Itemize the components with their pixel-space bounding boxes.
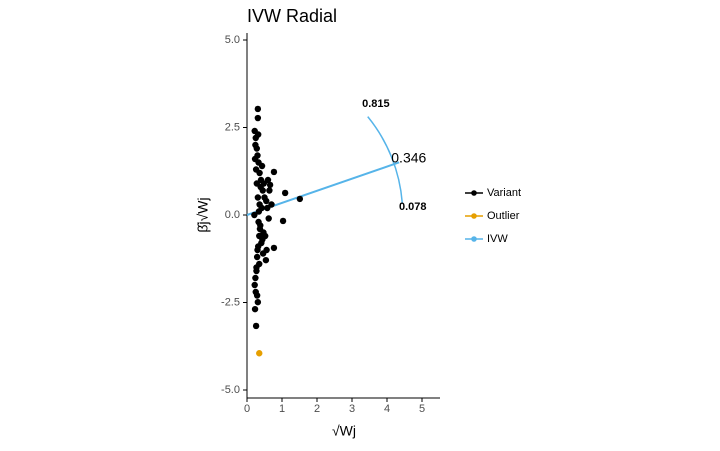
point <box>253 267 260 275</box>
point <box>281 189 289 197</box>
point <box>263 246 270 254</box>
radial-label: 0.078 <box>399 201 427 213</box>
legend-key-dot <box>471 190 477 196</box>
point <box>254 105 262 113</box>
point <box>255 208 263 215</box>
point <box>259 236 266 243</box>
x-axis-title: √Wj <box>332 423 356 439</box>
radial-arc <box>367 116 404 203</box>
point <box>255 218 262 226</box>
point <box>266 181 274 189</box>
point <box>253 292 261 299</box>
point <box>251 155 259 163</box>
y-axis-title: β̂j√Wj <box>195 197 211 232</box>
point <box>263 197 270 205</box>
point <box>296 195 304 203</box>
point <box>251 281 258 289</box>
y-tick-label: 5.0 <box>225 34 240 46</box>
x-tick-label: 3 <box>349 403 355 415</box>
point <box>256 350 263 357</box>
point <box>264 204 271 212</box>
y-tick-label: -2.5 <box>221 296 240 308</box>
point <box>256 201 263 208</box>
point <box>268 201 275 208</box>
x-tick-label: 2 <box>314 403 320 415</box>
point <box>253 253 261 261</box>
radial-label: 0.815 <box>362 98 390 110</box>
legend-label: IVW <box>487 233 508 245</box>
point <box>252 141 259 149</box>
y-tick-label: -5.0 <box>221 384 240 396</box>
point <box>270 168 278 176</box>
point <box>255 131 262 138</box>
x-tick-label: 1 <box>279 403 285 415</box>
point <box>265 215 272 222</box>
chart-title: IVW Radial <box>247 6 337 26</box>
point <box>252 166 260 173</box>
y-tick-label: 0.0 <box>225 209 240 221</box>
point <box>257 183 264 191</box>
legend-key-dot <box>471 213 477 219</box>
y-tick-label: 2.5 <box>225 121 240 133</box>
point <box>254 246 261 254</box>
point <box>256 260 263 268</box>
point <box>251 305 259 313</box>
point <box>260 229 267 236</box>
radial-estimate-label: 0.346 <box>391 149 426 165</box>
point <box>270 244 278 252</box>
x-tick-label: 0 <box>244 403 250 415</box>
point <box>266 187 273 194</box>
point <box>254 114 262 122</box>
point <box>262 256 270 264</box>
legend-label: Outlier <box>487 210 520 222</box>
x-tick-label: 4 <box>384 403 390 415</box>
point <box>254 298 262 306</box>
point <box>251 211 258 219</box>
point <box>252 322 260 330</box>
point <box>279 217 287 225</box>
point <box>252 274 259 282</box>
legend-label: Variant <box>487 187 521 199</box>
point <box>264 176 272 184</box>
point <box>258 162 266 170</box>
legend-key-dot <box>471 236 477 242</box>
x-tick-label: 5 <box>419 403 425 415</box>
point <box>254 194 262 201</box>
